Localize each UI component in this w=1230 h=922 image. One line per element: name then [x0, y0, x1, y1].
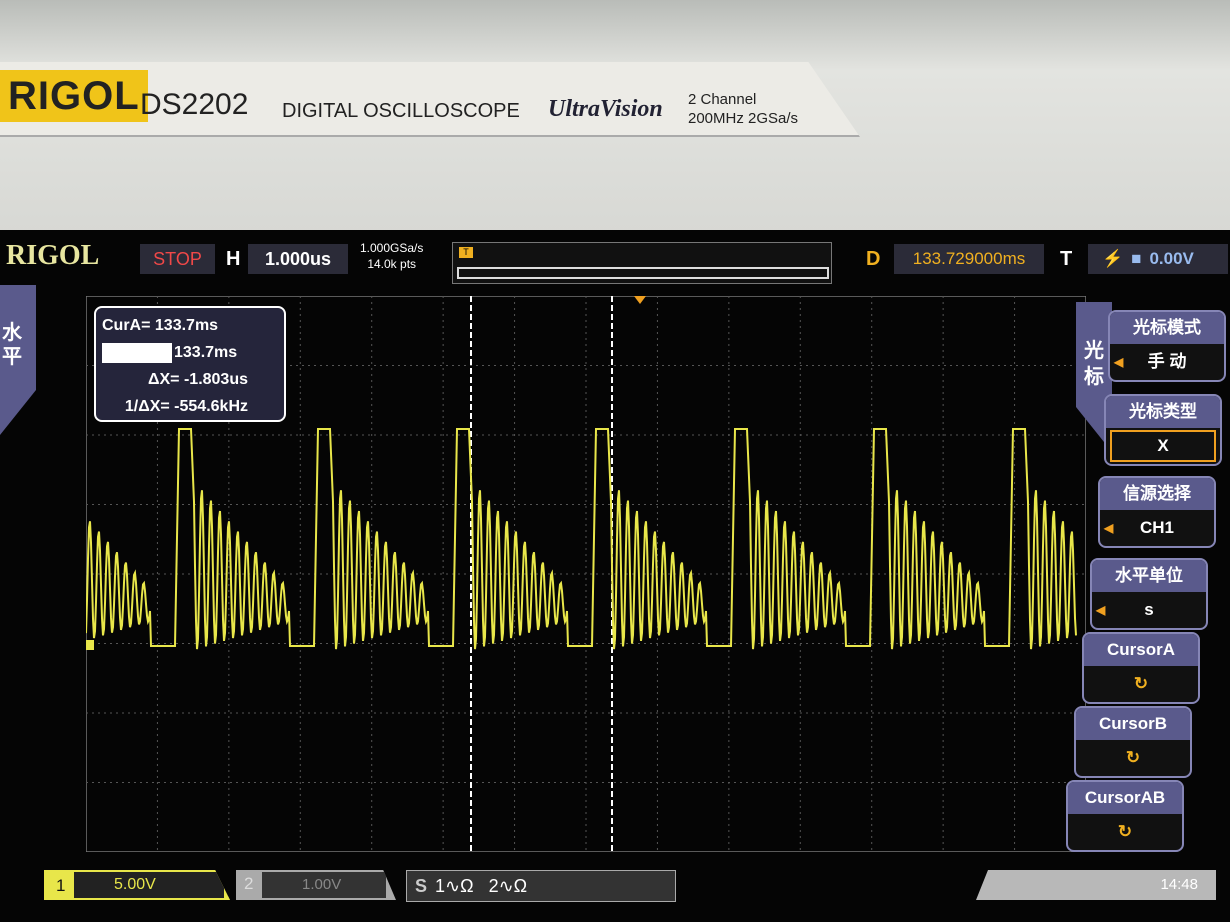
menu-arrow-icon: ◀	[1114, 355, 1124, 369]
cursor-a-value: CurA= 133.7ms	[102, 317, 219, 334]
ch1-waveform	[86, 428, 1077, 650]
delta-x-value: ΔX= -1.803us	[148, 371, 248, 388]
trigger-level: 0.00V	[1149, 249, 1194, 268]
menu-cursor-a[interactable]: CursorA ↻	[1082, 632, 1200, 704]
ch2-settings[interactable]: 2 1.00V	[236, 870, 396, 900]
source-label: S	[415, 876, 428, 896]
menu-arrow-icon: ◀	[1096, 603, 1106, 617]
ch1-ground-marker	[86, 640, 94, 650]
model-description: DIGITAL OSCILLOSCOPE	[282, 100, 520, 122]
cursor-b-row: 133.7ms	[102, 339, 278, 366]
menu-cursor-type[interactable]: 光标类型 X	[1104, 394, 1222, 466]
horizontal-label: H	[226, 248, 241, 270]
cursor-b-label-highlight	[102, 342, 172, 363]
timebase-value[interactable]: 1.000us	[248, 244, 348, 274]
menu-horizontal-unit[interactable]: 水平单位 ◀ s	[1090, 558, 1208, 630]
menu-title: 光标类型	[1106, 396, 1220, 428]
menu-title: 水平单位	[1092, 560, 1206, 592]
channel-bar: 1 5.00V 2 1.00V S 1∿Ω 2∿Ω 14:48	[36, 868, 1216, 904]
source-status[interactable]: S 1∿Ω 2∿Ω	[406, 870, 676, 902]
menu-title: CursorAB	[1068, 782, 1182, 814]
knob-icon: ↻	[1133, 674, 1149, 693]
menu-cursor-mode[interactable]: 光标模式 ◀ 手 动	[1108, 310, 1226, 382]
memory-overview[interactable]: T	[452, 242, 832, 284]
memory-depth: 14.0k pts	[367, 257, 417, 271]
cursor-menu: 光标 光标模式 ◀ 手 动 光标类型 X 信源选择 ◀ CH1 水平单位 ◀ s Cursor…	[1066, 302, 1230, 862]
menu-value: 手 动	[1147, 352, 1187, 371]
ch2-number: 2	[244, 874, 254, 893]
trigger-position-marker: T	[459, 247, 473, 258]
ch1-scale: 5.00V	[74, 872, 224, 898]
source2-coupling: 2∿Ω	[488, 876, 528, 896]
model-number: DS2202	[140, 88, 249, 121]
cursor-readout: CurA= 133.7ms 133.7ms ΔX= -1.803us 1/ΔX=…	[94, 306, 286, 422]
menu-arrow-icon: ◀	[1104, 521, 1114, 535]
run-stop-status[interactable]: STOP	[140, 244, 215, 274]
menu-cursor-b[interactable]: CursorB ↻	[1074, 706, 1192, 778]
knob-icon: ↻	[1117, 822, 1133, 841]
channel-count: 2 Channel	[688, 91, 757, 108]
ch1-number: 1	[56, 876, 66, 895]
menu-value: CH1	[1139, 518, 1174, 537]
clock: 14:48	[976, 870, 1216, 900]
model-spec: 2 Channel 200MHz 2GSa/s	[688, 90, 798, 128]
trigger-position-icon	[634, 296, 646, 304]
trigger-edge-icon: ⚡	[1102, 249, 1124, 268]
acquisition-info: 1.000GSa/s 14.0k pts	[360, 240, 423, 272]
menu-value: s	[1144, 600, 1154, 619]
waveform-plot	[86, 296, 1086, 852]
delay-value[interactable]: 133.729000ms	[894, 244, 1044, 274]
memory-waveform-preview	[457, 267, 829, 279]
source1-coupling: 1∿Ω	[435, 876, 474, 896]
menu-source-select[interactable]: 信源选择 ◀ CH1	[1098, 476, 1216, 548]
menu-title: CursorB	[1076, 708, 1190, 740]
delay-label: D	[866, 248, 881, 270]
ch1-settings[interactable]: 1 5.00V	[44, 870, 230, 900]
status-bar: RIGOL STOP H 1.000us 1.000GSa/s 14.0k pts…	[0, 232, 1230, 288]
trigger-status[interactable]: ⚡ ■ 0.00V	[1088, 244, 1228, 274]
menu-title: 信源选择	[1100, 478, 1214, 510]
bandwidth-spec: 200MHz 2GSa/s	[688, 110, 799, 127]
sample-rate: 1.000GSa/s	[360, 241, 424, 255]
ch2-scale: 1.00V	[262, 872, 386, 898]
screen-logo: RIGOL	[6, 240, 100, 271]
knob-icon: ↻	[1125, 748, 1141, 767]
cursor-b-value: 133.7ms	[174, 344, 238, 361]
inverse-delta-x-value: 1/ΔX= -554.6kHz	[124, 398, 248, 415]
horizontal-menu-tab[interactable]: 水平	[0, 285, 36, 435]
ultravision-logo: UltraVision	[548, 96, 663, 122]
menu-cursor-ab[interactable]: CursorAB ↻	[1066, 780, 1184, 852]
trigger-source-icon: ■	[1131, 249, 1142, 268]
menu-title: 光标模式	[1110, 312, 1224, 344]
menu-value: X	[1110, 430, 1216, 462]
menu-title: CursorA	[1084, 634, 1198, 666]
trigger-label: T	[1060, 248, 1073, 270]
brand-logo: RIGOL	[0, 70, 148, 122]
